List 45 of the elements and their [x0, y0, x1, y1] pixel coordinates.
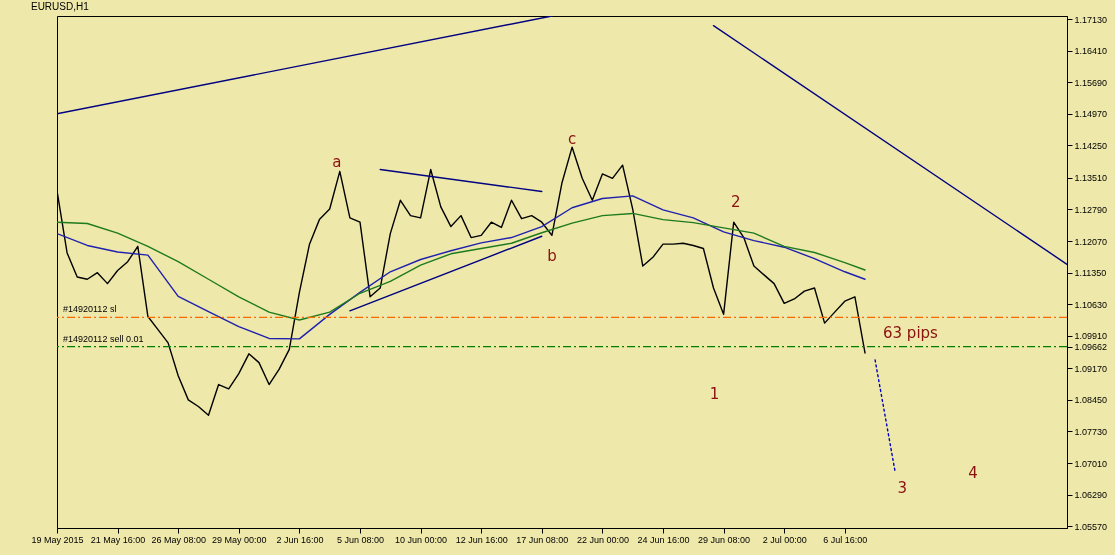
ref-line-label: #14920112 sell 0.01 [63, 333, 144, 344]
y-tick-label: 1.09910 [1074, 331, 1108, 342]
y-tick-label: 1.17130 [1074, 14, 1108, 25]
y-tick-label: 1.13510 [1074, 173, 1108, 184]
annotation: c [567, 129, 577, 148]
annotation: b [547, 247, 557, 266]
chart-title: EURUSD,H1 [30, 1, 90, 13]
x-tick-label: 5 Jun 08:00 [336, 534, 385, 545]
y-tick-label: 1.09170 [1074, 363, 1108, 374]
x-tick-label: 2 Jun 16:00 [276, 534, 324, 545]
y-tick-label: 1.12790 [1074, 204, 1108, 215]
y-tick-label: 1.14250 [1074, 140, 1108, 151]
y-tick-label: 1.11350 [1074, 268, 1107, 279]
y-tick-label: 1.14970 [1074, 109, 1108, 120]
y-tick-label: 1.07730 [1074, 426, 1108, 437]
annotation: a [332, 152, 342, 171]
y-tick-label: 1.15690 [1074, 77, 1108, 88]
x-tick-label: 24 Jun 16:00 [637, 534, 690, 545]
annotation: 2 [730, 192, 741, 211]
x-tick-label: 6 Jul 16:00 [823, 534, 868, 545]
y-tick-label: 1.06290 [1074, 490, 1108, 501]
x-tick-label: 17 Jun 08:00 [516, 534, 569, 545]
line-series [57, 195, 866, 340]
y-tick-label: 1.07010 [1074, 458, 1108, 469]
x-tick-label: 26 May 08:00 [151, 534, 206, 545]
x-tick-label: 19 May 2015 [31, 534, 84, 545]
x-tick-label: 2 Jul 00:00 [762, 534, 807, 545]
y-tick-label: 1.09662 [1074, 342, 1108, 353]
annotation: 63 pips [883, 324, 939, 343]
y-tick-label: 1.08450 [1074, 395, 1108, 406]
x-tick-label: 29 May 00:00 [212, 534, 267, 545]
x-tick-label: 21 May 16:00 [90, 534, 146, 545]
annotation: 1 [709, 384, 720, 403]
ref-line-label: #14920112 sl [63, 304, 117, 315]
line-series [57, 212, 866, 321]
annotation: 4 [968, 463, 978, 482]
x-tick-label: 29 Jun 08:00 [698, 534, 751, 545]
annotation: 3 [897, 478, 908, 497]
x-tick-label: 12 Jun 16:00 [455, 534, 508, 545]
x-tick-label: 22 Jun 00:00 [576, 534, 629, 545]
y-tick-label: 1.12070 [1074, 236, 1108, 247]
y-tick-label: 1.10630 [1074, 299, 1108, 310]
y-tick-label: 1.16410 [1074, 46, 1108, 57]
x-tick-label: 10 Jun 00:00 [395, 534, 448, 545]
y-tick-label: 1.05570 [1074, 521, 1108, 532]
